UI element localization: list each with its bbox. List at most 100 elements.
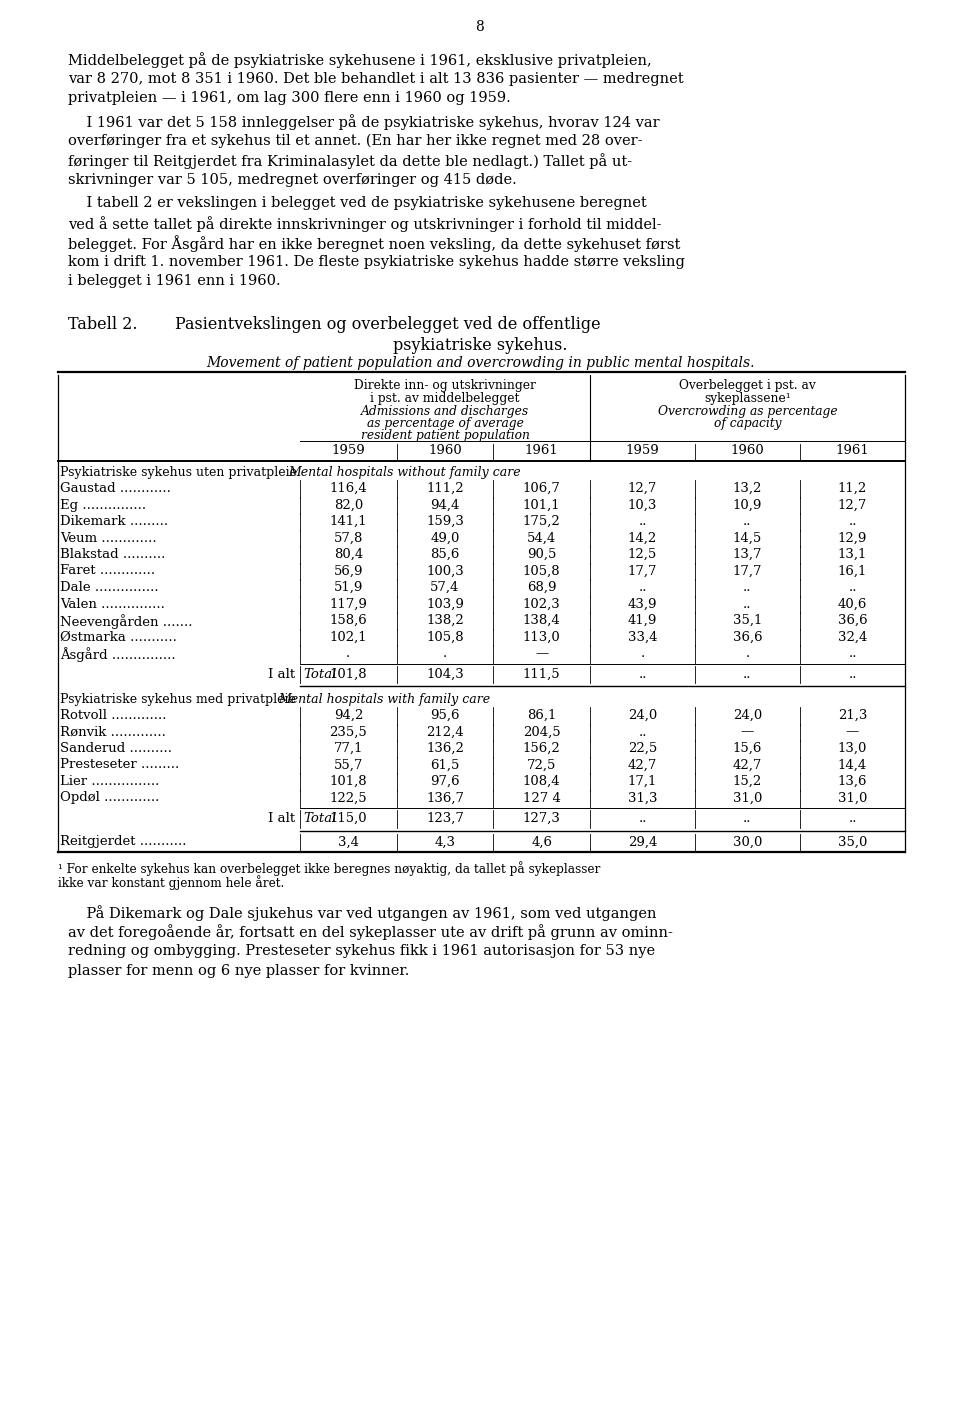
Text: 55,7: 55,7 — [334, 759, 363, 771]
Text: 13,0: 13,0 — [838, 742, 867, 754]
Text: 42,7: 42,7 — [732, 759, 762, 771]
Text: Sanderud ..........: Sanderud .......... — [60, 742, 172, 754]
Text: 235,5: 235,5 — [329, 726, 368, 739]
Text: belegget. For Åsgård har en ikke beregnet noen veksling, da dette sykehuset førs: belegget. For Åsgård har en ikke beregne… — [68, 235, 681, 252]
Text: Dikemark .........: Dikemark ......... — [60, 515, 168, 528]
Text: 24,0: 24,0 — [732, 709, 762, 722]
Text: 16,1: 16,1 — [838, 565, 867, 578]
Text: 80,4: 80,4 — [334, 548, 363, 560]
Text: 97,6: 97,6 — [430, 774, 460, 789]
Text: 4,3: 4,3 — [435, 836, 455, 848]
Text: 54,4: 54,4 — [527, 532, 556, 545]
Text: ..: .. — [743, 515, 752, 528]
Text: 43,9: 43,9 — [628, 597, 658, 610]
Text: 117,9: 117,9 — [329, 597, 368, 610]
Text: av det foregoående år, fortsatt en del sykeplasser ute av drift på grunn av omin: av det foregoående år, fortsatt en del s… — [68, 924, 673, 940]
Text: Faret .............: Faret ............. — [60, 565, 156, 578]
Text: 175,2: 175,2 — [523, 515, 561, 528]
Text: Åsgård ...............: Åsgård ............... — [60, 647, 176, 662]
Text: 22,5: 22,5 — [628, 742, 658, 754]
Text: i belegget i 1961 enn i 1960.: i belegget i 1961 enn i 1960. — [68, 274, 280, 288]
Text: Opdøl .............: Opdøl ............. — [60, 791, 159, 804]
Text: 17,7: 17,7 — [628, 565, 658, 578]
Text: 104,3: 104,3 — [426, 667, 464, 680]
Text: ..: .. — [849, 811, 856, 826]
Text: 8: 8 — [475, 20, 485, 34]
Text: 36,6: 36,6 — [732, 630, 762, 643]
Text: 101,8: 101,8 — [329, 774, 367, 789]
Text: —: — — [846, 726, 859, 739]
Text: 57,8: 57,8 — [334, 532, 363, 545]
Text: 31,3: 31,3 — [628, 791, 658, 804]
Text: 3,4: 3,4 — [338, 836, 359, 848]
Text: Total: Total — [303, 667, 336, 680]
Text: 108,4: 108,4 — [523, 774, 561, 789]
Text: 11,2: 11,2 — [838, 482, 867, 495]
Text: 35,1: 35,1 — [732, 615, 762, 627]
Text: .: . — [443, 647, 447, 660]
Text: 103,9: 103,9 — [426, 597, 464, 610]
Text: I 1961 var det 5 158 innleggelser på de psykiatriske sykehus, hvorav 124 var: I 1961 var det 5 158 innleggelser på de … — [68, 114, 660, 130]
Text: 12,9: 12,9 — [838, 532, 867, 545]
Text: 105,8: 105,8 — [523, 565, 561, 578]
Text: 1961: 1961 — [525, 443, 559, 456]
Text: 32,4: 32,4 — [838, 630, 867, 643]
Text: ..: .. — [743, 811, 752, 826]
Text: 33,4: 33,4 — [628, 630, 658, 643]
Text: Psykiatriske sykehus med privatpleie: Psykiatriske sykehus med privatpleie — [60, 693, 300, 706]
Text: 122,5: 122,5 — [329, 791, 367, 804]
Text: ..: .. — [849, 515, 856, 528]
Text: 42,7: 42,7 — [628, 759, 658, 771]
Text: 4,6: 4,6 — [531, 836, 552, 848]
Text: Mental hospitals with family care: Mental hospitals with family care — [278, 693, 491, 706]
Text: I alt: I alt — [268, 667, 295, 680]
Text: 13,7: 13,7 — [732, 548, 762, 560]
Text: 123,7: 123,7 — [426, 811, 464, 826]
Text: 35,0: 35,0 — [838, 836, 867, 848]
Text: 1961: 1961 — [835, 443, 870, 456]
Text: 49,0: 49,0 — [430, 532, 460, 545]
Text: 17,1: 17,1 — [628, 774, 658, 789]
Text: I tabell 2 er vekslingen i belegget ved de psykiatriske sykehusene beregnet: I tabell 2 er vekslingen i belegget ved … — [68, 197, 647, 211]
Text: Mental hospitals without family care: Mental hospitals without family care — [288, 466, 520, 479]
Text: 12,5: 12,5 — [628, 548, 658, 560]
Text: ..: .. — [638, 811, 647, 826]
Text: 106,7: 106,7 — [523, 482, 561, 495]
Text: Total: Total — [303, 811, 336, 826]
Text: Overcrowding as percentage: Overcrowding as percentage — [658, 405, 837, 418]
Text: føringer til Reitgjerdet fra Kriminalasylet da dette ble nedlagt.) Tallet på ut-: føringer til Reitgjerdet fra Kriminalasy… — [68, 154, 632, 170]
Text: 1960: 1960 — [428, 443, 462, 456]
Text: 86,1: 86,1 — [527, 709, 557, 722]
Text: 30,0: 30,0 — [732, 836, 762, 848]
Text: ¹ For enkelte sykehus kan overbelegget ikke beregnes nøyaktig, da tallet på syke: ¹ For enkelte sykehus kan overbelegget i… — [58, 861, 600, 876]
Text: 101,8: 101,8 — [329, 667, 367, 680]
Text: Blakstad ..........: Blakstad .......... — [60, 548, 165, 560]
Text: ikke var konstant gjennom hele året.: ikke var konstant gjennom hele året. — [58, 876, 284, 890]
Text: Overbelegget i pst. av: Overbelegget i pst. av — [679, 379, 816, 392]
Text: 10,3: 10,3 — [628, 499, 658, 512]
Text: 159,3: 159,3 — [426, 515, 464, 528]
Text: 94,4: 94,4 — [430, 499, 460, 512]
Text: Presteseter .........: Presteseter ......... — [60, 759, 180, 771]
Text: ved å sette tallet på direkte innskrivninger og utskrivninger i forhold til midd: ved å sette tallet på direkte innskrivni… — [68, 215, 661, 232]
Text: ..: .. — [849, 647, 856, 660]
Text: 102,3: 102,3 — [523, 597, 561, 610]
Text: 14,5: 14,5 — [732, 532, 762, 545]
Text: 136,2: 136,2 — [426, 742, 464, 754]
Text: 14,4: 14,4 — [838, 759, 867, 771]
Text: 100,3: 100,3 — [426, 565, 464, 578]
Text: 14,2: 14,2 — [628, 532, 658, 545]
Text: i pst. av middelbelegget: i pst. av middelbelegget — [371, 392, 519, 405]
Text: 21,3: 21,3 — [838, 709, 867, 722]
Text: 41,9: 41,9 — [628, 615, 658, 627]
Text: 138,2: 138,2 — [426, 615, 464, 627]
Text: as percentage of average: as percentage of average — [367, 416, 523, 431]
Text: ..: .. — [849, 667, 856, 680]
Text: 31,0: 31,0 — [732, 791, 762, 804]
Text: resident patient population: resident patient population — [361, 429, 529, 442]
Text: 12,7: 12,7 — [628, 482, 658, 495]
Text: Rotvoll .............: Rotvoll ............. — [60, 709, 166, 722]
Text: 105,8: 105,8 — [426, 630, 464, 643]
Text: 1959: 1959 — [331, 443, 365, 456]
Text: overføringer fra et sykehus til et annet. (En har her ikke regnet med 28 over-: overføringer fra et sykehus til et annet… — [68, 134, 642, 148]
